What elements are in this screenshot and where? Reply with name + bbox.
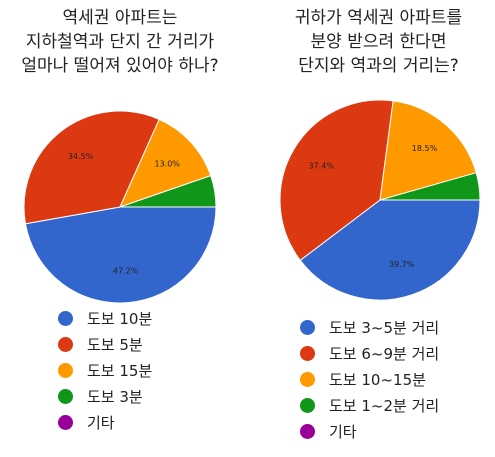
chart-legend: 도보 10분 도보 5분 도보 15분 도보 3분 기타	[58, 305, 152, 435]
chart-title-line: 지하철역과 단지 간 거리가	[25, 32, 215, 52]
legend-marker	[300, 423, 315, 439]
legend-label: 도보 3~5분 거리	[329, 318, 440, 337]
legend-label: 도보 3분	[87, 387, 143, 406]
chart-title-line: 분양 받으려 한다면	[310, 32, 447, 52]
pie-chart: 39.7% 37.4% 18.5%	[279, 99, 481, 301]
chart-title-line: 귀하가 역세권 아파트를	[294, 8, 463, 28]
slice-percent-label: 37.4%	[309, 161, 335, 170]
legend-marker	[300, 397, 315, 413]
legend-marker	[58, 310, 73, 326]
pie-slice	[379, 100, 477, 201]
legend-item: 도보 6~9분 거리	[300, 340, 439, 366]
legend-item: 도보 1~2분 거리	[300, 392, 439, 418]
legend-label: 도보 10~15분	[329, 370, 426, 389]
slice-percent-label: 13.0%	[154, 159, 180, 168]
legend-item: 도보 10~15분	[300, 366, 439, 392]
slice-percent-label: 39.7%	[389, 260, 415, 269]
legend-label: 도보 6~9분 거리	[329, 344, 440, 363]
legend-label: 도보 1~2분 거리	[329, 396, 440, 415]
legend-item: 도보 3분	[58, 383, 152, 409]
pie-slice	[119, 174, 217, 208]
pie-slice	[279, 99, 394, 261]
legend-item: 도보 3~5분 거리	[300, 314, 439, 340]
legend-label: 기타	[87, 413, 115, 432]
legend-label: 도보 10분	[87, 309, 153, 328]
chart-title-line: 단지와 역과의 거리는?	[298, 56, 459, 76]
slice-percent-label: 34.5%	[68, 152, 94, 161]
legend-label: 기타	[329, 422, 357, 441]
chart-panel-preferred-distance: 귀하가 역세권 아파트를 분양 받으려 한다면 단지와 역과의 거리는? 39.…	[262, 0, 495, 457]
chart-legend: 도보 3~5분 거리 도보 6~9분 거리 도보 10~15분 도보 1~2분 …	[300, 314, 439, 444]
legend-item: 기타	[300, 418, 439, 444]
pie-slice	[23, 110, 160, 225]
chart-title-line: 얼마나 떨어져 있어야 하나?	[21, 56, 219, 76]
chart-title-line: 역세권 아파트는	[62, 8, 178, 28]
legend-marker	[58, 362, 73, 378]
pie-chart: 47.2% 34.5% 13.0%	[23, 110, 217, 304]
legend-label: 도보 5분	[87, 335, 143, 354]
legend-item: 도보 5분	[58, 331, 152, 357]
legend-item: 도보 15분	[58, 357, 152, 383]
legend-marker	[300, 319, 315, 335]
pie-slice	[299, 199, 481, 301]
legend-marker	[58, 388, 73, 404]
chart-title: 귀하가 역세권 아파트를 분양 받으려 한다면 단지와 역과의 거리는?	[262, 6, 495, 78]
slice-percent-label: 18.5%	[412, 144, 438, 153]
legend-item: 기타	[58, 409, 152, 435]
legend-marker	[300, 371, 315, 387]
slice-percent-label: 47.2%	[113, 266, 139, 275]
legend-item: 도보 10분	[58, 305, 152, 331]
chart-panel-walking-distance: 역세권 아파트는 지하철역과 단지 간 거리가 얼마나 떨어져 있어야 하나? …	[0, 0, 240, 457]
chart-title: 역세권 아파트는 지하철역과 단지 간 거리가 얼마나 떨어져 있어야 하나?	[0, 6, 240, 78]
pie-slice	[379, 172, 481, 201]
legend-marker	[58, 336, 73, 352]
legend-marker	[300, 345, 315, 361]
pie-slice	[24, 206, 217, 304]
legend-label: 도보 15분	[87, 361, 153, 380]
legend-marker	[58, 414, 73, 430]
pie-slice	[119, 118, 212, 208]
